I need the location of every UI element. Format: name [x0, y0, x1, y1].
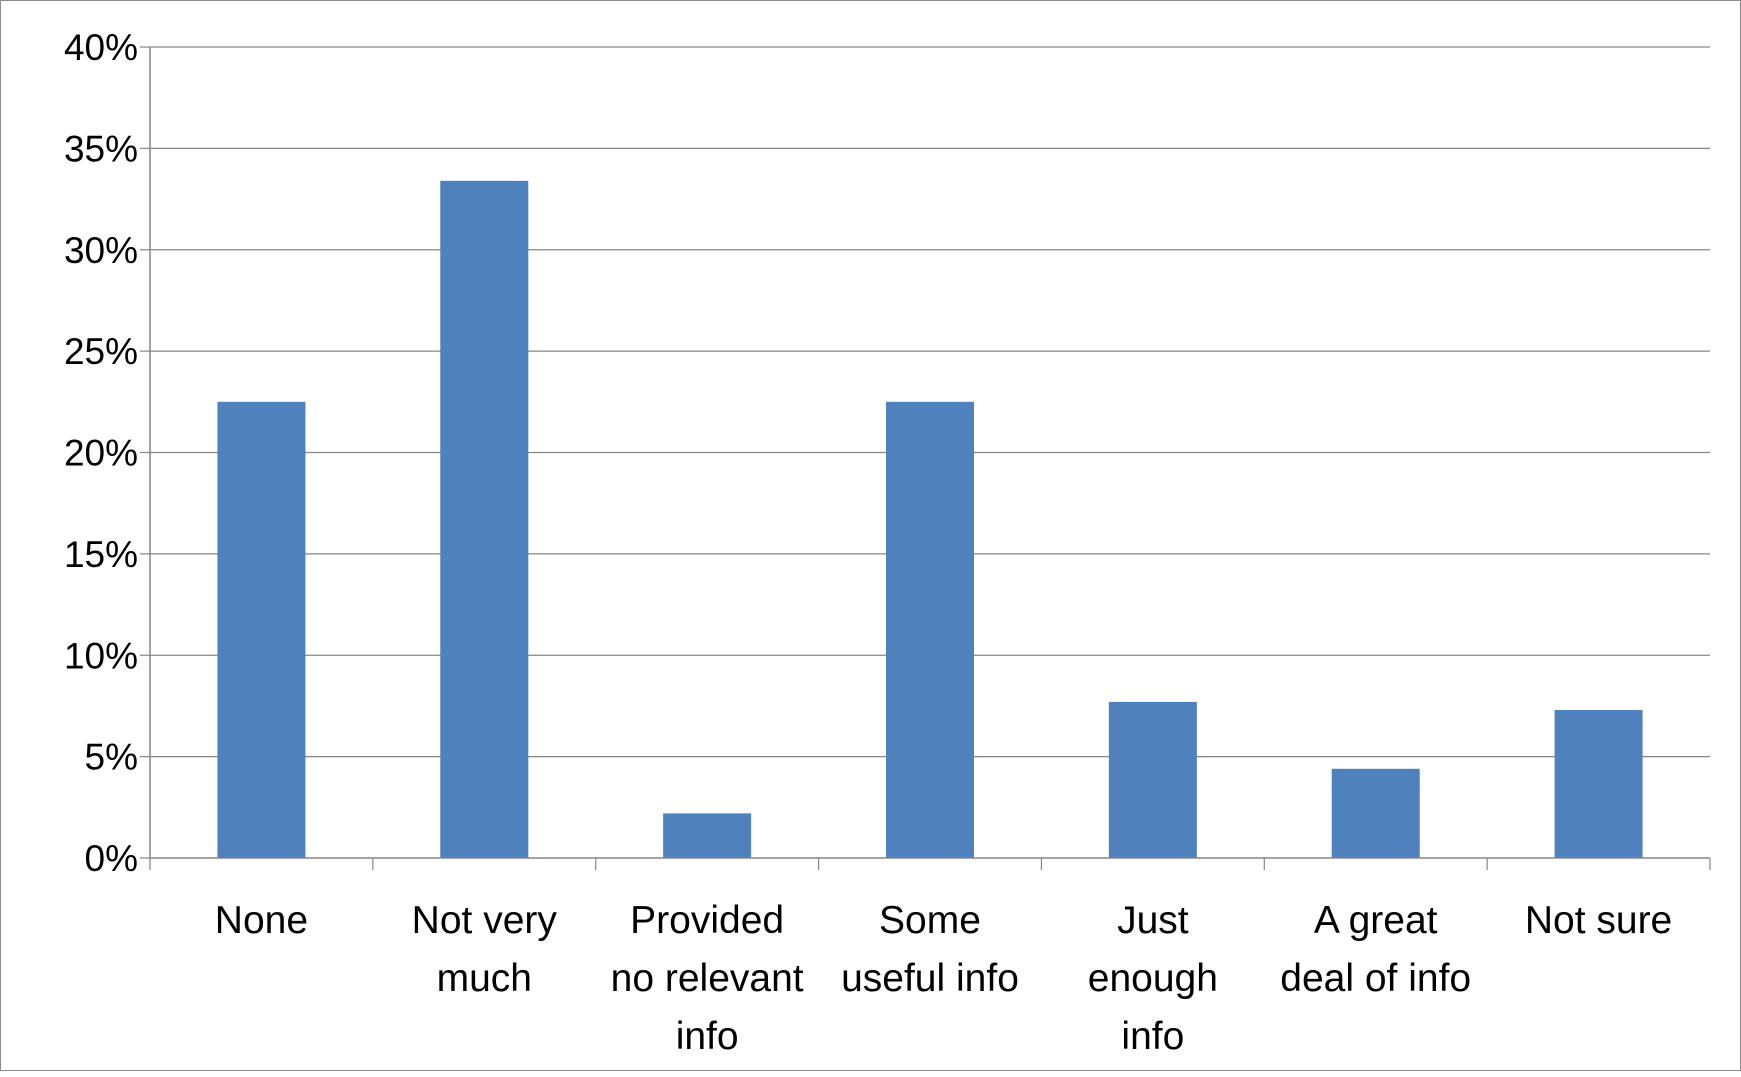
bars — [217, 180, 1643, 858]
x-category-label: A great deal of info — [1280, 899, 1471, 1000]
y-tick-label: 0% — [85, 838, 138, 879]
axes — [140, 46, 1711, 870]
y-tick-label: 35% — [64, 128, 138, 169]
x-category-label: Just enough info — [1088, 899, 1218, 1058]
x-category-label: Not sure — [1525, 899, 1672, 942]
x-category-label: Some useful info — [841, 899, 1019, 1000]
bar — [1331, 768, 1420, 858]
x-category-labels: None Not very much Provided no relevant info S… — [215, 899, 1672, 1058]
y-tick-label: 25% — [64, 331, 138, 372]
x-category-label: Not very much — [412, 899, 558, 1000]
bar — [217, 401, 306, 858]
y-tick-labels: 0% 5% 10% 15% 20% 25% 30% 35% 40% — [64, 27, 138, 879]
bar — [886, 401, 974, 858]
y-tick-label: 20% — [64, 433, 138, 474]
bar — [1108, 701, 1197, 858]
y-tick-label: 40% — [64, 27, 138, 68]
y-tick-label: 5% — [85, 737, 138, 778]
y-tick-label: 10% — [64, 635, 138, 676]
x-category-label: None — [215, 899, 308, 942]
bar — [663, 813, 752, 858]
bar — [1554, 709, 1643, 858]
bar — [440, 180, 529, 858]
x-category-label: Provided no relevant info — [611, 899, 804, 1058]
y-tick-label: 15% — [64, 534, 138, 575]
y-tick-label: 30% — [64, 230, 138, 271]
